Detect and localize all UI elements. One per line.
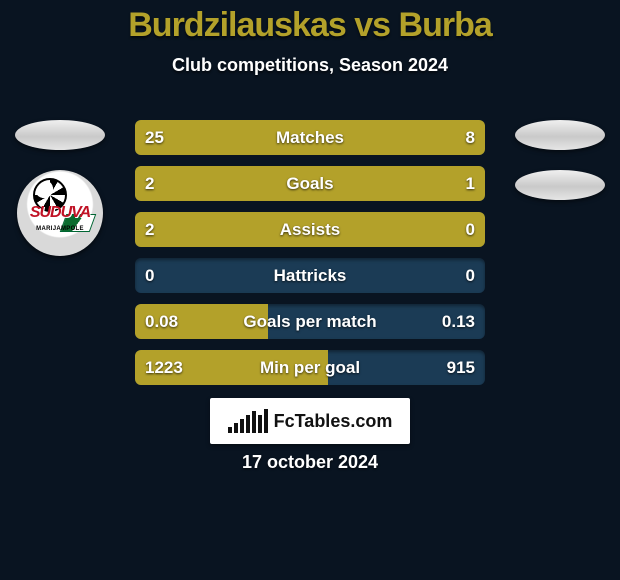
stat-value-left: 2 bbox=[145, 166, 154, 201]
stat-value-left: 0.08 bbox=[145, 304, 178, 339]
stat-value-left: 25 bbox=[145, 120, 164, 155]
title-right: Burba bbox=[399, 6, 492, 44]
brand-bar-segment bbox=[240, 419, 244, 433]
title-vs: vs bbox=[354, 6, 390, 44]
left-side-column: SUDUVA MARIJAMPOLE bbox=[10, 120, 110, 256]
brand-box: FcTables.com bbox=[210, 398, 410, 444]
stat-value-left: 2 bbox=[145, 212, 154, 247]
stat-value-right: 0 bbox=[466, 258, 475, 293]
stat-row: 0.080.13Goals per match bbox=[135, 304, 485, 339]
stat-row: 20Assists bbox=[135, 212, 485, 247]
brand-text: FcTables.com bbox=[274, 411, 393, 432]
stat-value-right: 1 bbox=[466, 166, 475, 201]
player-marker-left bbox=[15, 120, 105, 150]
stat-value-right: 8 bbox=[466, 120, 475, 155]
club-name: SUDUVA bbox=[17, 204, 103, 222]
brand-bar-segment bbox=[234, 423, 238, 433]
brand-bar-segment bbox=[264, 409, 268, 433]
player-marker-right bbox=[515, 120, 605, 150]
stat-row: 0 0Hattricks bbox=[135, 258, 485, 293]
brand-bars-icon bbox=[228, 409, 268, 433]
stat-value-right: 0 bbox=[466, 212, 475, 247]
date-text: 17 october 2024 bbox=[0, 452, 620, 473]
brand-bar-segment bbox=[258, 415, 262, 433]
stat-value-left: 0 bbox=[145, 258, 154, 293]
stat-fill-left bbox=[135, 212, 485, 247]
title-left: Burdzilauskas bbox=[128, 6, 346, 44]
page-title: Burdzilauskas vs Burba bbox=[0, 0, 620, 45]
brand-bar-segment bbox=[252, 411, 256, 433]
stat-row: 1223915Min per goal bbox=[135, 350, 485, 385]
brand-bar-segment bbox=[228, 427, 232, 433]
stat-label: Hattricks bbox=[135, 258, 485, 293]
stat-value-left: 1223 bbox=[145, 350, 183, 385]
stat-row: 258Matches bbox=[135, 120, 485, 155]
stat-fill-left bbox=[135, 166, 370, 201]
stat-value-right: 0.13 bbox=[442, 304, 475, 339]
club-badge-left: SUDUVA MARIJAMPOLE bbox=[17, 170, 103, 256]
subtitle: Club competitions, Season 2024 bbox=[0, 55, 620, 76]
club-subline: MARIJAMPOLE bbox=[17, 226, 103, 232]
stat-row: 21Goals bbox=[135, 166, 485, 201]
right-side-column bbox=[510, 120, 610, 200]
stat-fill-left bbox=[135, 120, 401, 155]
club-marker-right bbox=[515, 170, 605, 200]
brand-bar-segment bbox=[246, 415, 250, 433]
comparison-bars: 258Matches21Goals20Assists00Hattricks0.0… bbox=[135, 120, 485, 385]
stat-value-right: 915 bbox=[447, 350, 475, 385]
